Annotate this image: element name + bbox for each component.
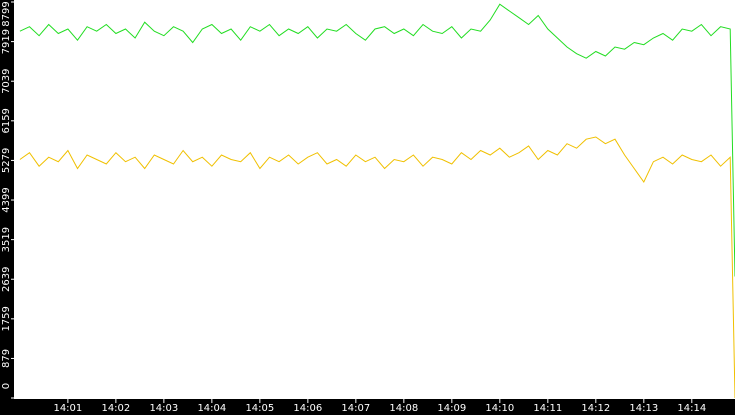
y-tick-label: 3519 [1, 227, 12, 252]
y-tick-label: 1759 [1, 306, 12, 331]
x-tick-label: 14:04 [197, 403, 226, 414]
y-tick-label: 7919 [1, 29, 12, 54]
y-tick-label: 7039 [1, 68, 12, 93]
y-tick-label: 0 [1, 383, 12, 389]
x-tick-label: 14:03 [149, 403, 178, 414]
y-tick-label: 2639 [1, 267, 12, 292]
x-tick-label: 14:14 [677, 403, 706, 414]
y-tick-label: 5279 [1, 148, 12, 173]
x-tick-label: 14:01 [53, 403, 82, 414]
y-tick-label: 6159 [1, 108, 12, 133]
plot-area [14, 0, 735, 399]
series-line [19, 3, 735, 277]
x-tick-label: 14:08 [389, 403, 418, 414]
x-tick-label: 14:10 [485, 403, 514, 414]
x-tick-label: 14:13 [629, 403, 658, 414]
y-tick-label: 8799 [1, 1, 12, 26]
x-tick-label: 14:11 [533, 403, 562, 414]
y-tick-label: 879 [1, 349, 12, 368]
x-tick-label: 14:12 [581, 403, 610, 414]
x-tick-label: 14:06 [293, 403, 322, 414]
x-tick-label: 14:02 [101, 403, 130, 414]
y-tick-label: 4399 [1, 187, 12, 212]
x-tick-label: 14:09 [437, 403, 466, 414]
x-tick-label: 14:07 [341, 403, 370, 414]
x-tick-label: 14:05 [245, 403, 274, 414]
series-line [19, 136, 735, 399]
